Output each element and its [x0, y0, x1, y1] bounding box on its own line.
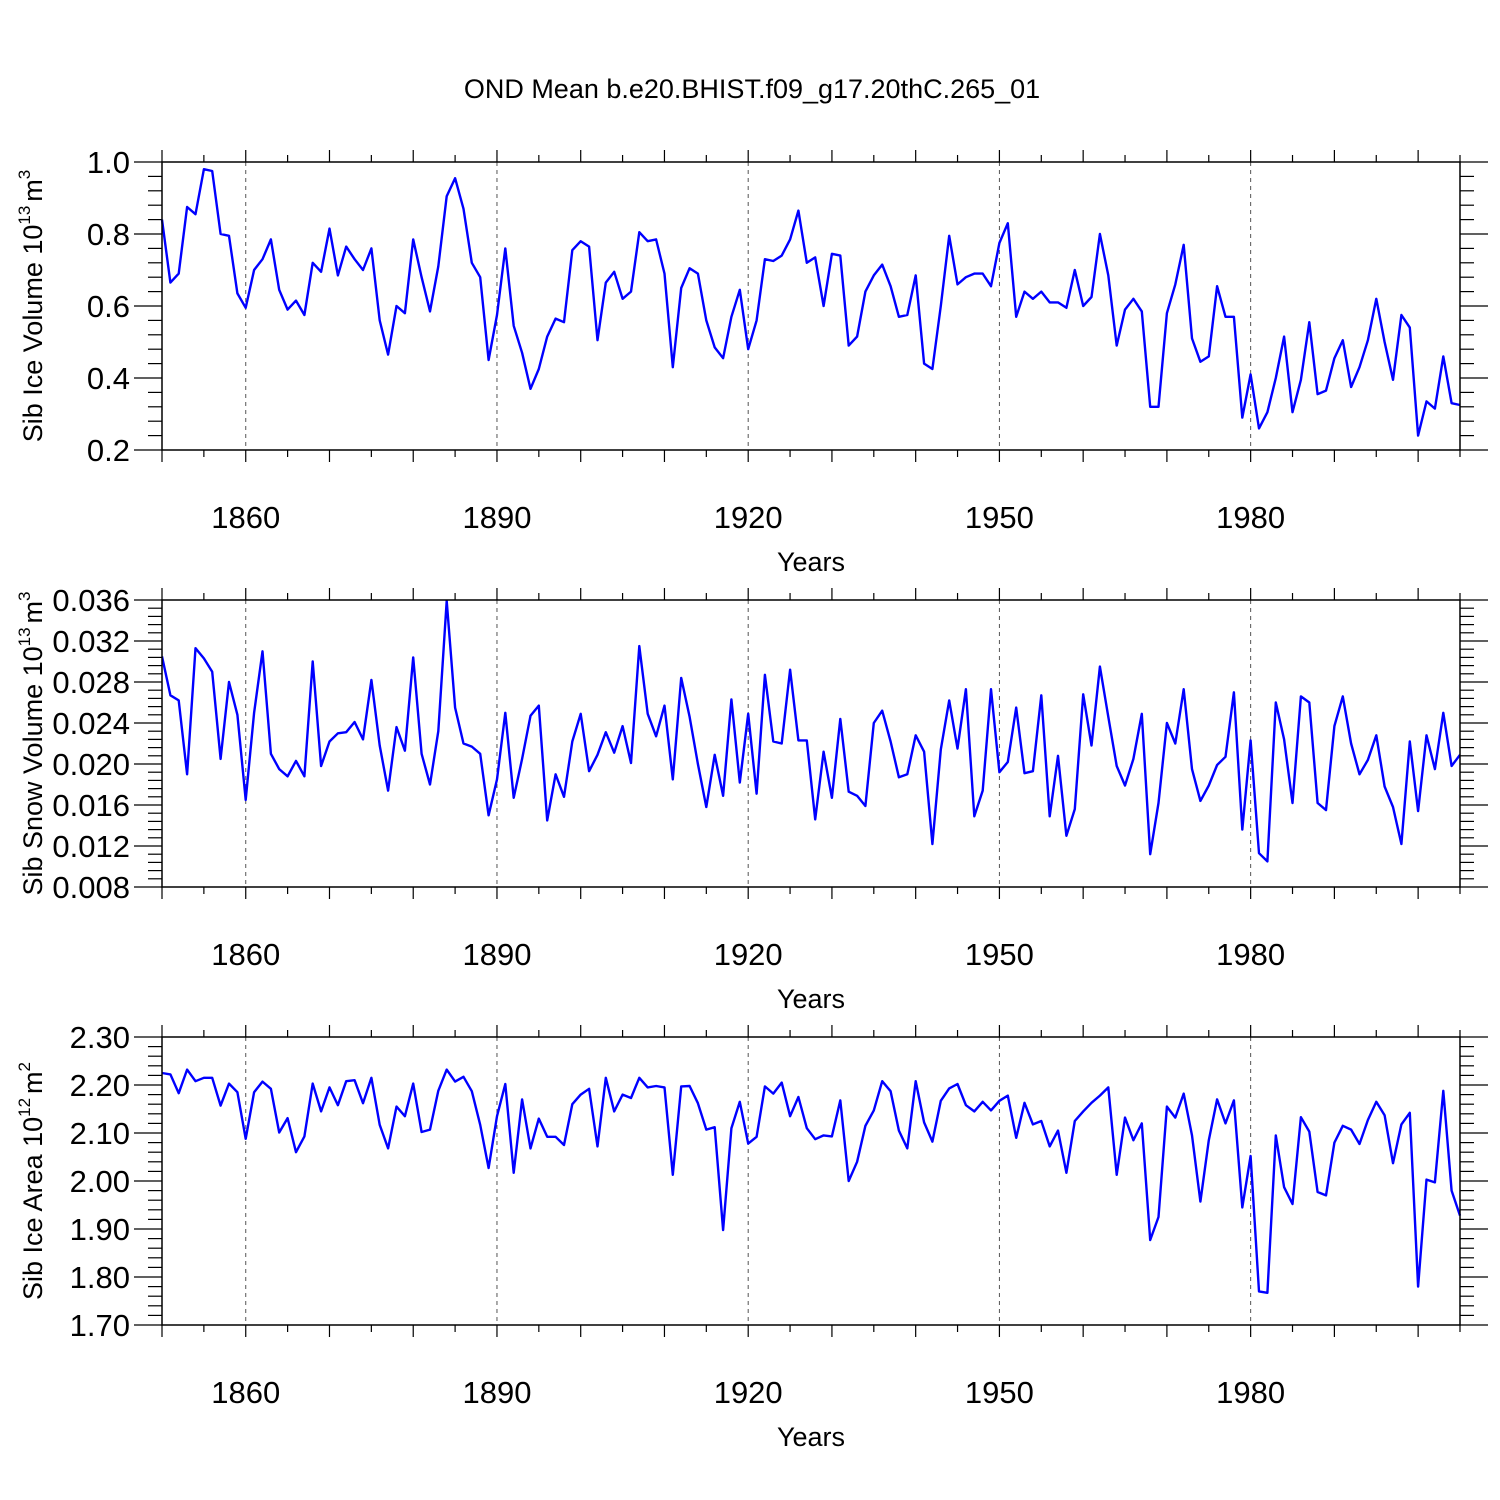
y-tick-label: 1.0: [87, 145, 130, 180]
y-axis-label-unit: m: [18, 601, 48, 624]
y-axis-label: Sib Snow Volume 1013 m3: [15, 591, 48, 895]
plot-frame: [161, 1036, 1461, 1326]
y-tick-label: 0.6: [87, 289, 130, 324]
y-tick-label: 0.012: [52, 829, 130, 864]
y-axis-label-text: Sib Snow Volume 10: [18, 646, 48, 895]
plot-frame: [161, 161, 1461, 451]
y-axis-label-unit-exponent: 3: [15, 591, 34, 600]
y-tick-label: 0.8: [87, 217, 130, 252]
y-axis-label-text: Sib Ice Volume 10: [18, 225, 48, 443]
plot-frame: [161, 599, 1461, 888]
y-tick-label: 0.032: [52, 624, 130, 659]
x-tick-label: 1920: [714, 937, 783, 972]
x-tick-label: 1920: [714, 500, 783, 535]
sib-snow-volume-panel: 1860 1890 1920 1950 1980 0.008 0.012 0.016 0.020…: [15, 583, 1488, 1014]
y-axis-label-exponent: 13: [15, 206, 34, 225]
y-tick-label: 0.020: [52, 747, 130, 782]
x-tick-label: 1920: [714, 1375, 783, 1410]
x-tick-label: 1980: [1216, 937, 1285, 972]
x-axis-label: Years: [777, 1422, 845, 1452]
y-tick-label: 1.70: [70, 1308, 130, 1343]
y-axis-label-unit-exponent: 3: [15, 170, 34, 179]
y-tick-label: 0.016: [52, 788, 130, 823]
x-tick-label: 1950: [965, 1375, 1034, 1410]
sib-ice-volume-panel: 1860 1890 1920 1950 1980 0.2 0.4 0.6 0.8 1.0 Years…: [15, 145, 1488, 577]
sib-ice-area-panel: 1860 1890 1920 1950 1980 1.70 1.80 1.90 2.00 2.10…: [15, 1020, 1488, 1452]
series-line: [162, 600, 1460, 863]
x-tick-label: 1950: [965, 500, 1034, 535]
figure-title: OND Mean b.e20.BHIST.f09_g17.20thC.265_0…: [464, 74, 1040, 104]
x-tick-label: 1860: [211, 937, 280, 972]
x-tick-label: 1890: [462, 1375, 531, 1410]
y-tick-label: 0.036: [52, 583, 130, 618]
y-tick-label: 2.20: [70, 1068, 130, 1103]
y-tick-label: 2.30: [70, 1020, 130, 1055]
x-tick-label: 1890: [462, 500, 531, 535]
x-tick-label: 1860: [211, 500, 280, 535]
y-axis-label-unit-exponent: 2: [15, 1062, 34, 1071]
x-tick-label: 1950: [965, 937, 1034, 972]
y-tick-label: 0.2: [87, 433, 130, 468]
y-axis-label-exponent: 12: [15, 1098, 34, 1117]
series-line: [161, 1068, 1462, 1295]
y-tick-label: 0.028: [52, 665, 130, 700]
x-tick-label: 1860: [211, 1375, 280, 1410]
y-tick-label: 0.024: [52, 706, 130, 741]
series-line: [160, 167, 1461, 437]
y-tick-label: 0.008: [52, 870, 130, 905]
y-axis-label: Sib Ice Area 1012 m2: [15, 1062, 48, 1300]
y-axis-label-text: Sib Ice Area 10: [18, 1117, 48, 1300]
y-axis-label-unit: m: [18, 179, 48, 202]
x-tick-label: 1890: [462, 937, 531, 972]
y-axis-label-unit: m: [18, 1071, 48, 1094]
y-tick-label: 2.10: [70, 1116, 130, 1151]
x-axis-label: Years: [777, 547, 845, 577]
x-tick-label: 1980: [1216, 500, 1285, 535]
y-tick-label: 1.80: [70, 1260, 130, 1295]
y-tick-label: 0.4: [87, 361, 130, 396]
x-tick-label: 1980: [1216, 1375, 1285, 1410]
y-tick-label: 2.00: [70, 1164, 130, 1199]
y-axis-label: Sib Ice Volume 1013 m3: [15, 170, 48, 443]
y-axis-label-exponent: 13: [15, 627, 34, 646]
y-tick-label: 1.90: [70, 1212, 130, 1247]
x-axis-label: Years: [777, 984, 845, 1014]
